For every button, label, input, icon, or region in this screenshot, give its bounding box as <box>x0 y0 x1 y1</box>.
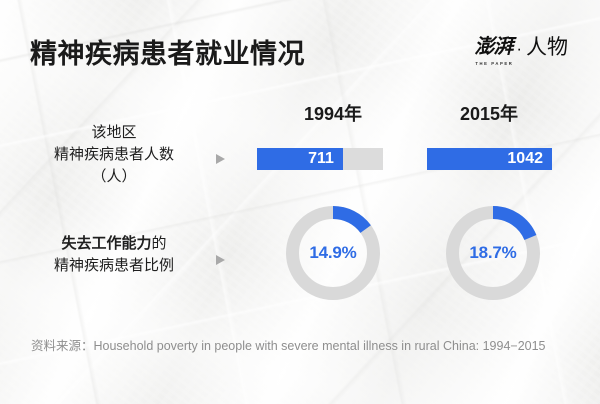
bar-value-1994: 711 <box>308 150 334 167</box>
column-header-2015: 2015年 <box>459 104 519 124</box>
donut-chart-1994: 14.9% <box>286 206 380 300</box>
bar-value-2015: 1042 <box>507 150 543 167</box>
donut-chart-2015: 18.7% <box>446 206 540 300</box>
row-label-line-1: 该地区 <box>91 124 137 141</box>
brand-script-mark: 澎湃 <box>474 34 513 58</box>
row-label-emphasis: 失去工作能力 <box>61 235 152 252</box>
brand-section-name: 人物 <box>526 35 568 59</box>
row-label-line-1: 失去工作能力的 <box>14 233 214 255</box>
donut-arc-2015 <box>446 206 540 300</box>
bar-track-1994: 711 <box>257 148 383 170</box>
row-label-emphasis-tail: 的 <box>151 235 167 252</box>
page-title: 精神疾病患者就业情况 <box>30 39 305 69</box>
donut-svg-1994 <box>286 206 380 300</box>
donut-value-2015: 18.7% <box>469 243 517 262</box>
donut-svg-2015 <box>446 206 540 300</box>
brand-logo: 澎湃 THE PAPER · 人物 <box>474 34 568 66</box>
brand-separator-dot: · <box>516 39 522 58</box>
bar-fill-2015: 1042 <box>427 148 552 170</box>
row-label-line-2: 精神疾病患者人数 <box>53 145 174 163</box>
row-label-line-3: （人） <box>91 167 137 185</box>
bar-track-2015: 1042 <box>427 148 552 170</box>
row-label-disability-ratio: 失去工作能力的 精神疾病患者比例 <box>14 233 214 277</box>
column-header-1994: 1994年 <box>303 104 363 124</box>
row-label-line-2: 精神疾病患者比例 <box>53 256 174 274</box>
donut-arc-1994 <box>286 206 380 300</box>
bar-fill-1994: 711 <box>257 148 343 170</box>
brand-subtitle: THE PAPER <box>475 61 514 66</box>
source-note: 资料来源：Household poverty in people with se… <box>31 339 546 353</box>
row-label-patient-count: 该地区 精神疾病患者人数 （人） <box>14 122 214 187</box>
donut-value-1994: 14.9% <box>309 243 357 262</box>
triangle-pointer-icon <box>216 154 225 164</box>
triangle-pointer-icon <box>216 255 225 265</box>
